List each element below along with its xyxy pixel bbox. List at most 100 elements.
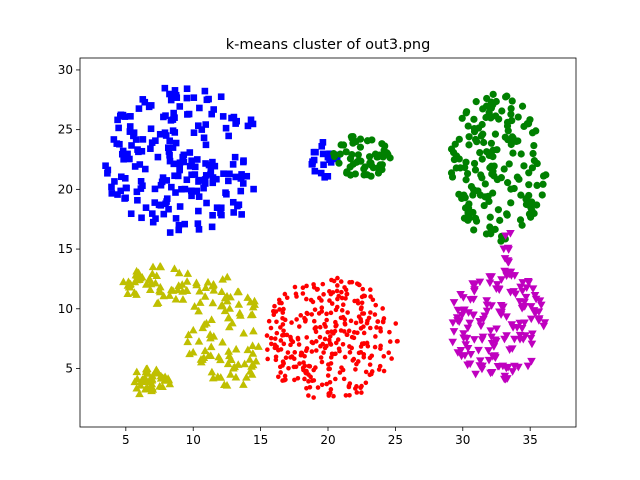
- data-point: [377, 363, 383, 369]
- data-point: [311, 395, 316, 400]
- data-point: [448, 338, 458, 347]
- data-point: [291, 356, 297, 362]
- data-point: [299, 350, 305, 356]
- data-point: [343, 287, 349, 293]
- data-point: [250, 185, 257, 193]
- y-tick-label: 20: [58, 182, 73, 196]
- data-point: [347, 392, 352, 398]
- data-point: [138, 214, 145, 222]
- data-point: [485, 279, 495, 288]
- data-point: [459, 330, 468, 338]
- data-point: [461, 163, 469, 172]
- data-point: [159, 174, 167, 181]
- data-point: [335, 159, 343, 167]
- data-point: [117, 111, 125, 119]
- data-point: [264, 333, 270, 338]
- data-point: [458, 114, 466, 122]
- data-point: [481, 180, 489, 188]
- data-point: [325, 373, 331, 378]
- data-point: [239, 180, 247, 187]
- data-point: [170, 264, 179, 272]
- data-point: [517, 150, 525, 158]
- data-point: [163, 195, 171, 202]
- data-point: [367, 172, 375, 180]
- data-point: [474, 187, 482, 195]
- data-point: [230, 362, 240, 371]
- data-point: [520, 303, 530, 311]
- data-point: [135, 105, 143, 112]
- data-point: [507, 110, 515, 118]
- data-point: [525, 181, 533, 189]
- data-point: [296, 342, 302, 347]
- data-point: [323, 324, 328, 329]
- data-point: [326, 337, 332, 343]
- data-point: [237, 175, 245, 182]
- data-point: [320, 281, 326, 287]
- data-point: [447, 169, 456, 177]
- data-point: [356, 143, 365, 151]
- data-point: [223, 359, 233, 368]
- data-point: [340, 302, 346, 308]
- data-point: [219, 380, 229, 389]
- data-point: [365, 153, 374, 161]
- data-point: [337, 348, 342, 354]
- data-point: [539, 180, 547, 188]
- data-point: [152, 299, 162, 307]
- data-point: [367, 355, 373, 361]
- data-point: [346, 328, 352, 334]
- data-point: [321, 350, 326, 355]
- data-point: [202, 141, 210, 149]
- data-point: [367, 159, 375, 167]
- data-point: [121, 113, 129, 120]
- data-point: [491, 354, 500, 363]
- data-point: [135, 389, 144, 398]
- data-point: [182, 277, 192, 285]
- data-point: [152, 271, 161, 280]
- data-point: [176, 103, 184, 110]
- data-point: [525, 169, 533, 177]
- data-point: [295, 376, 301, 381]
- data-point: [333, 351, 338, 357]
- data-point: [162, 132, 170, 139]
- data-point: [510, 335, 519, 344]
- data-point: [342, 148, 350, 156]
- data-point: [166, 90, 173, 98]
- data-point: [269, 341, 274, 347]
- data-point: [530, 292, 540, 300]
- data-point: [273, 357, 279, 363]
- data-point: [148, 269, 157, 277]
- data-point: [278, 370, 283, 375]
- data-point: [455, 190, 463, 198]
- data-point: [230, 113, 238, 121]
- data-point: [208, 223, 216, 231]
- data-point: [171, 129, 179, 136]
- data-point: [489, 90, 497, 98]
- data-point: [135, 275, 144, 284]
- data-point: [365, 343, 371, 349]
- data-point: [311, 318, 317, 324]
- data-point: [351, 356, 357, 362]
- data-point: [328, 390, 333, 396]
- data-point: [222, 124, 230, 132]
- data-point: [302, 315, 307, 321]
- data-point: [462, 176, 470, 184]
- data-point: [470, 124, 478, 133]
- data-point: [186, 149, 194, 156]
- data-point: [374, 325, 379, 330]
- data-point: [163, 374, 173, 382]
- data-point: [346, 384, 352, 390]
- data-point: [284, 295, 290, 301]
- data-point: [486, 223, 494, 231]
- data-point: [244, 122, 252, 130]
- data-point: [319, 139, 327, 146]
- data-point: [196, 104, 203, 112]
- data-point: [156, 130, 164, 138]
- data-point: [386, 154, 394, 162]
- data-point: [496, 216, 504, 224]
- data-point: [170, 160, 178, 168]
- data-point: [132, 374, 142, 383]
- data-point: [194, 306, 203, 315]
- data-point: [489, 153, 497, 161]
- data-point: [526, 303, 536, 311]
